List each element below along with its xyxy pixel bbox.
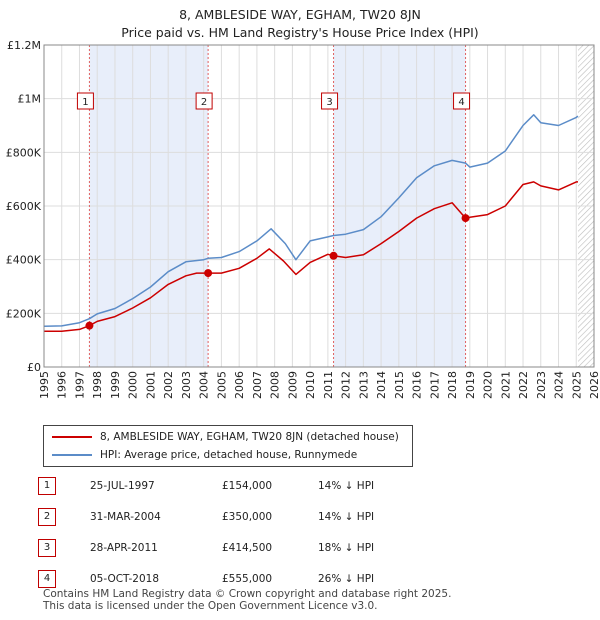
- sale-point: [329, 251, 338, 260]
- x-tick-label: 1995: [38, 371, 51, 399]
- legend: 8, AMBLESIDE WAY, EGHAM, TW20 8JN (detac…: [43, 425, 413, 467]
- y-tick-label: £600K: [6, 200, 42, 213]
- x-tick-label: 2005: [215, 371, 228, 399]
- x-tick-label: 2012: [340, 371, 353, 399]
- legend-item-property: 8, AMBLESIDE WAY, EGHAM, TW20 8JN (detac…: [52, 429, 399, 445]
- table-row: 1 25-JUL-1997 £154,000 14% ↓ HPI: [38, 470, 374, 501]
- sale-marker-box: [321, 92, 339, 110]
- sale-number-badge: 1: [38, 476, 56, 495]
- x-tick-label: 2011: [322, 371, 335, 399]
- hpi-series-line: [43, 114, 579, 327]
- y-tick-label: £0: [27, 361, 41, 374]
- x-tick-label: 2016: [411, 371, 424, 399]
- x-tick-label: 2001: [145, 371, 158, 399]
- footer-line-2: This data is licensed under the Open Gov…: [43, 600, 378, 612]
- sale-delta: 14% ↓ HPI: [318, 479, 375, 492]
- sale-point: [85, 321, 94, 330]
- sale-date: 05-OCT-2018: [90, 572, 159, 585]
- legend-label-property: 8, AMBLESIDE WAY, EGHAM, TW20 8JN (detac…: [100, 431, 399, 443]
- x-tick-label: 2026: [588, 371, 600, 399]
- x-tick-label: 2022: [517, 371, 530, 399]
- sale-marker-box: [76, 92, 94, 110]
- sale-price: £414,500: [222, 541, 273, 554]
- legend-line-hpi: [52, 454, 92, 456]
- sale-number-badge: 3: [38, 538, 56, 557]
- x-tick-label: 2006: [233, 371, 246, 399]
- sale-price: £350,000: [222, 510, 273, 523]
- sale-marker-box: [195, 92, 213, 110]
- x-tick-label: 2013: [357, 371, 370, 399]
- sale-delta: 26% ↓ HPI: [318, 572, 375, 585]
- x-tick-label: 2019: [464, 371, 477, 399]
- sale-price: £555,000: [222, 572, 273, 585]
- x-tick-label: 2002: [162, 371, 175, 399]
- x-tick-label: 2009: [286, 371, 299, 399]
- y-tick-label: £800K: [6, 146, 42, 159]
- table-row: 2 31-MAR-2004 £350,000 14% ↓ HPI: [38, 501, 374, 532]
- x-tick-label: 2021: [499, 371, 512, 399]
- plot-frame: [43, 44, 595, 368]
- sale-date: 31-MAR-2004: [90, 510, 161, 523]
- y-tick-label: £1.2M: [7, 39, 41, 52]
- x-tick-label: 2017: [428, 371, 441, 399]
- x-tick-label: 2023: [535, 371, 548, 399]
- x-tick-label: 2000: [127, 371, 140, 399]
- chart-title: 8, AMBLESIDE WAY, EGHAM, TW20 8JN: [179, 7, 421, 22]
- x-tick-label: 1998: [91, 371, 104, 399]
- y-tick-label: £400K: [6, 254, 42, 267]
- x-tick-label: 2007: [251, 371, 264, 399]
- x-tick-label: 2010: [304, 371, 317, 399]
- sale-price: £154,000: [222, 479, 273, 492]
- sale-point: [204, 269, 213, 278]
- x-tick-label: 1996: [56, 371, 69, 399]
- x-tick-label: 2008: [269, 371, 282, 399]
- sale-delta: 14% ↓ HPI: [318, 510, 375, 523]
- sale-marker-label: 4: [458, 97, 464, 108]
- price-chart: 1 2 3 4 £0 £200K £400K £600K £800K £1M £1.2M 1995 19…: [6, 39, 600, 399]
- x-tick-label: 2020: [482, 371, 495, 399]
- legend-label-hpi: HPI: Average price, detached house, Runn…: [100, 449, 358, 461]
- sale-point: [461, 214, 470, 223]
- x-tick-label: 2004: [198, 371, 211, 399]
- x-tick-label: 1999: [109, 371, 122, 399]
- x-tick-label: 2014: [375, 371, 388, 399]
- sale-date: 25-JUL-1997: [90, 479, 155, 492]
- footer-attribution: Contains HM Land Registry data © Crown c…: [43, 588, 451, 612]
- x-tick-label: 2015: [393, 371, 406, 399]
- sale-delta: 18% ↓ HPI: [318, 541, 375, 554]
- x-tick-label: 2024: [553, 371, 566, 399]
- property-series-line: [44, 181, 578, 333]
- sale-number-badge: 4: [38, 569, 56, 588]
- x-tick-label: 2003: [180, 371, 193, 399]
- table-row: 3 28-APR-2011 £414,500 18% ↓ HPI: [38, 532, 374, 563]
- sale-marker-label: 2: [201, 97, 207, 108]
- y-tick-label: £200K: [6, 307, 42, 320]
- x-tick-label: 2018: [446, 371, 459, 399]
- footer-line-1: Contains HM Land Registry data © Crown c…: [43, 588, 452, 600]
- sales-table: 1 25-JUL-1997 £154,000 14% ↓ HPI 2 31-MA…: [38, 470, 374, 594]
- sale-marker-box: [453, 92, 471, 110]
- sale-marker-label: 3: [326, 97, 332, 108]
- chart-subtitle: Price paid vs. HM Land Registry's House …: [121, 25, 479, 40]
- legend-item-hpi: HPI: Average price, detached house, Runn…: [52, 447, 357, 463]
- y-tick-label: £1M: [18, 93, 42, 106]
- table-row: 4 05-OCT-2018 £555,000 26% ↓ HPI: [38, 563, 374, 594]
- legend-line-property: [52, 436, 92, 438]
- x-tick-label: 1997: [74, 371, 87, 399]
- sale-marker-label: 1: [82, 97, 88, 108]
- x-tick-label: 2025: [570, 371, 583, 399]
- sale-date: 28-APR-2011: [90, 541, 158, 554]
- sale-number-badge: 2: [38, 507, 56, 526]
